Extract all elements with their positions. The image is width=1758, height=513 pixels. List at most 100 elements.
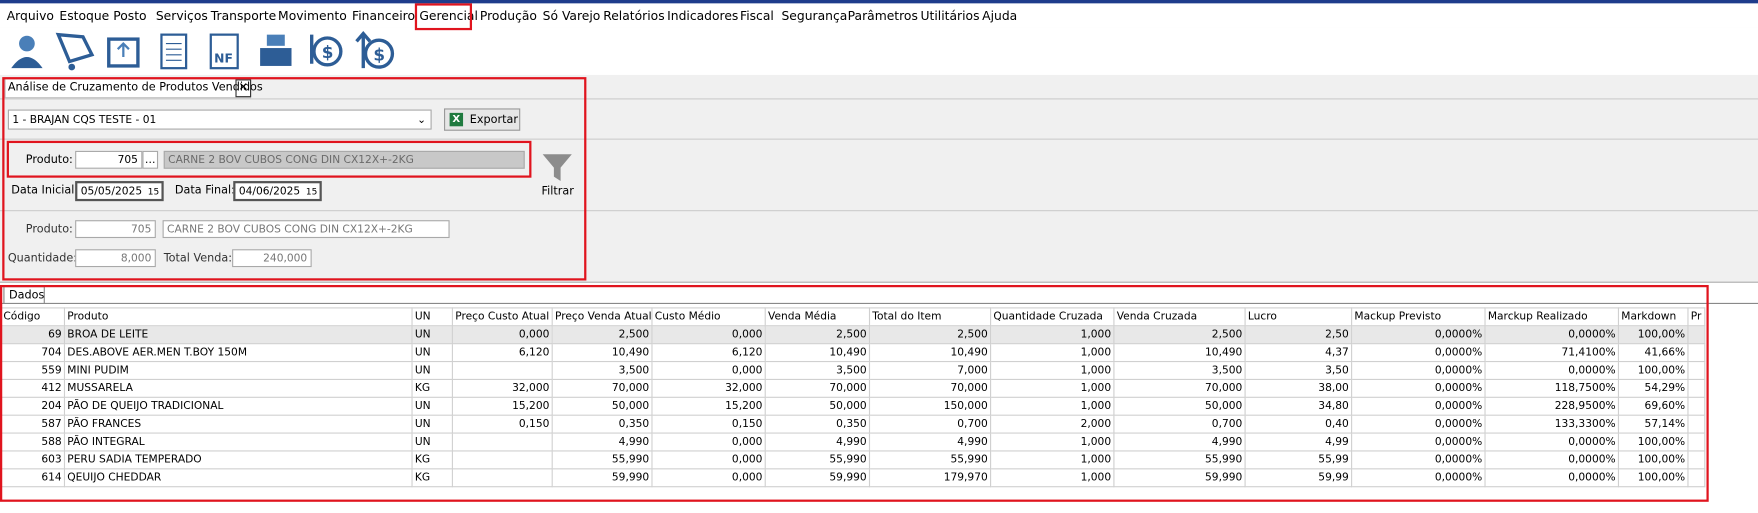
- icon-document[interactable]: [160, 33, 188, 70]
- column-header[interactable]: Lucro: [1244, 307, 1353, 327]
- table-row[interactable]: 614 QEUIJO CHEDDAR KG 59,990 0,000 59,990 179,…: [0, 468, 1706, 488]
- table-row[interactable]: 204 PÃO DE QUEIJO TRADICIONAL UN 15,200 50,0…: [0, 396, 1706, 416]
- table-cell: 54,29%: [1617, 378, 1689, 398]
- highlight: [0, 284, 1709, 502]
- tab[interactable]: Análise de Cruzamento de Produtos Vendid…: [4, 78, 263, 99]
- menu-item[interactable]: Posto: [113, 8, 147, 24]
- menu-item[interactable]: Serviços: [155, 8, 208, 24]
- table-cell: 0,000: [651, 468, 766, 488]
- column-header[interactable]: Quantidade Cruzada: [990, 307, 1115, 327]
- start-label: Data Inicial:: [11, 184, 79, 197]
- table-row[interactable]: 603 PERU SADIA TEMPERADO KG 55,990 0,000 55,9…: [0, 450, 1706, 470]
- menu-item[interactable]: Parâmetros: [847, 8, 918, 24]
- column-header[interactable]: Venda Média: [764, 307, 871, 327]
- menu-item[interactable]: Produção: [479, 8, 537, 24]
- start-date-input[interactable]: 05/05/2025 15: [75, 181, 164, 202]
- column-header[interactable]: Mackup Previsto: [1351, 307, 1486, 327]
- table-cell: 4,990: [764, 432, 871, 452]
- menu-item[interactable]: Utilitários: [920, 8, 980, 24]
- menu-item[interactable]: Arquivo: [6, 8, 54, 24]
- filter-button-label[interactable]: Filtrar: [541, 185, 574, 198]
- table-cell: 100,00%: [1617, 360, 1689, 380]
- menu-bar: Arquivo Estoque Posto Serviços Transporte Mov…: [0, 0, 1758, 30]
- svg-text:$: $: [322, 42, 334, 62]
- separator: [0, 98, 1758, 100]
- product-code-input[interactable]: 705: [75, 150, 143, 169]
- column-header[interactable]: Venda Cruzada: [1113, 307, 1246, 327]
- filter-icon[interactable]: [540, 152, 574, 183]
- end-date: 04/06/2025: [238, 185, 301, 198]
- table-cell: [451, 432, 553, 452]
- product-label: Produto:: [25, 154, 73, 167]
- menu-item[interactable]: Indicadores: [667, 8, 739, 24]
- column-header[interactable]: Markdown: [1617, 307, 1689, 327]
- table-cell: MINI PUDIM: [63, 360, 413, 380]
- table-cell: 0,150: [451, 414, 553, 434]
- table-row[interactable]: 588 PÃO INTEGRAL UN 4,990 0,000 4,990 4,990 1,0…: [0, 432, 1706, 452]
- table-cell: DES.ABOVE AER.MEN T.BOY 150M: [63, 343, 413, 363]
- end-date-input[interactable]: 04/06/2025 15: [233, 181, 322, 202]
- table-cell: 55,990: [764, 450, 871, 470]
- table-cell: [451, 468, 553, 488]
- icon-money-down[interactable]: $: [310, 34, 343, 67]
- summary-product-label: Produto:: [25, 223, 73, 236]
- table-cell: 59,990: [764, 468, 871, 488]
- highlight: [2, 77, 587, 281]
- menu-item[interactable]: Financeiro: [352, 8, 416, 24]
- grid-tab[interactable]: Dados: [3, 286, 45, 304]
- export-button[interactable]: X Exportar: [443, 108, 521, 131]
- company-select[interactable]: 1 - BRAJAN CQS TESTE - 01 ⌄: [7, 109, 432, 130]
- table-cell: 0,0000%: [1484, 450, 1620, 470]
- table-row[interactable]: 559 MINI PUDIM UN 3,500 0,000 3,500 7,000 1,000…: [0, 360, 1706, 380]
- icon-money-up[interactable]: $: [355, 30, 395, 69]
- grid-tab-label: Dados: [8, 289, 45, 302]
- column-header[interactable]: Preço Venda Atual: [551, 307, 653, 327]
- table-cell: 70,000: [868, 378, 992, 398]
- table-cell: 587: [0, 414, 66, 434]
- tab-close[interactable]: ✕: [235, 79, 252, 98]
- table-cell-empty: [1687, 468, 1706, 488]
- table-cell: 59,990: [551, 468, 653, 488]
- end-label: Data Final:: [174, 184, 235, 197]
- table-cell: 228,9500%: [1484, 396, 1620, 416]
- table-cell: 59,99: [1244, 468, 1353, 488]
- total-value: 240,000: [232, 249, 312, 268]
- menu-item[interactable]: Segurança: [781, 8, 848, 24]
- product-search-button[interactable]: …: [142, 150, 159, 169]
- icon-cart[interactable]: [55, 32, 95, 71]
- table-cell: 559: [0, 360, 66, 380]
- table-row[interactable]: 587 PÃO FRANCES UN 0,150 0,350 0,150 0,350 0,70…: [0, 414, 1706, 434]
- qty-value: 8,000: [75, 249, 156, 268]
- total-label: Total Venda:: [163, 252, 233, 265]
- menu-item[interactable]: Relatórios: [603, 8, 665, 24]
- company-text: 1 - BRAJAN CQS TESTE - 01: [12, 113, 157, 127]
- data-grid: Código Produto UN Preço Custo Atual Preço Ve…: [0, 307, 1706, 488]
- highlight: [6, 140, 532, 178]
- column-header[interactable]: Código: [0, 307, 66, 327]
- table-row[interactable]: 69 BROA DE LEITE UN 0,000 2,500 0,000 2,500 2,5…: [0, 325, 1706, 345]
- menu-item[interactable]: Movimento: [278, 8, 347, 24]
- table-cell: 0,0000%: [1351, 468, 1486, 488]
- icon-register[interactable]: [260, 34, 292, 66]
- menu-item[interactable]: Gerencial: [419, 8, 478, 24]
- table-cell: PÃO INTEGRAL: [63, 432, 413, 452]
- table-cell: 588: [0, 432, 66, 452]
- menu-item[interactable]: Estoque: [59, 8, 110, 24]
- column-header[interactable]: Custo Médio: [651, 307, 766, 327]
- icon-nf[interactable]: NF: [209, 33, 239, 70]
- table-cell: 55,990: [868, 450, 992, 470]
- separator: [0, 138, 1758, 140]
- menu-item[interactable]: Ajuda: [982, 8, 1018, 24]
- table-cell: 0,0000%: [1351, 360, 1486, 380]
- table-cell: 0,000: [651, 360, 766, 380]
- table-row[interactable]: 412 MUSSARELA KG 32,000 70,000 32,000 70,000 70…: [0, 378, 1706, 398]
- qty-label: Quantidade:: [7, 252, 78, 265]
- icon-user[interactable]: [11, 35, 43, 69]
- menu-item[interactable]: Só Varejo: [542, 8, 601, 24]
- menu-item[interactable]: Transporte: [210, 8, 277, 24]
- menu-item[interactable]: Fiscal: [739, 8, 774, 24]
- table-cell: 0,0000%: [1484, 468, 1620, 488]
- export-label: Exportar: [469, 113, 518, 127]
- icon-box[interactable]: [107, 37, 140, 68]
- table-cell: 0,0000%: [1484, 432, 1620, 452]
